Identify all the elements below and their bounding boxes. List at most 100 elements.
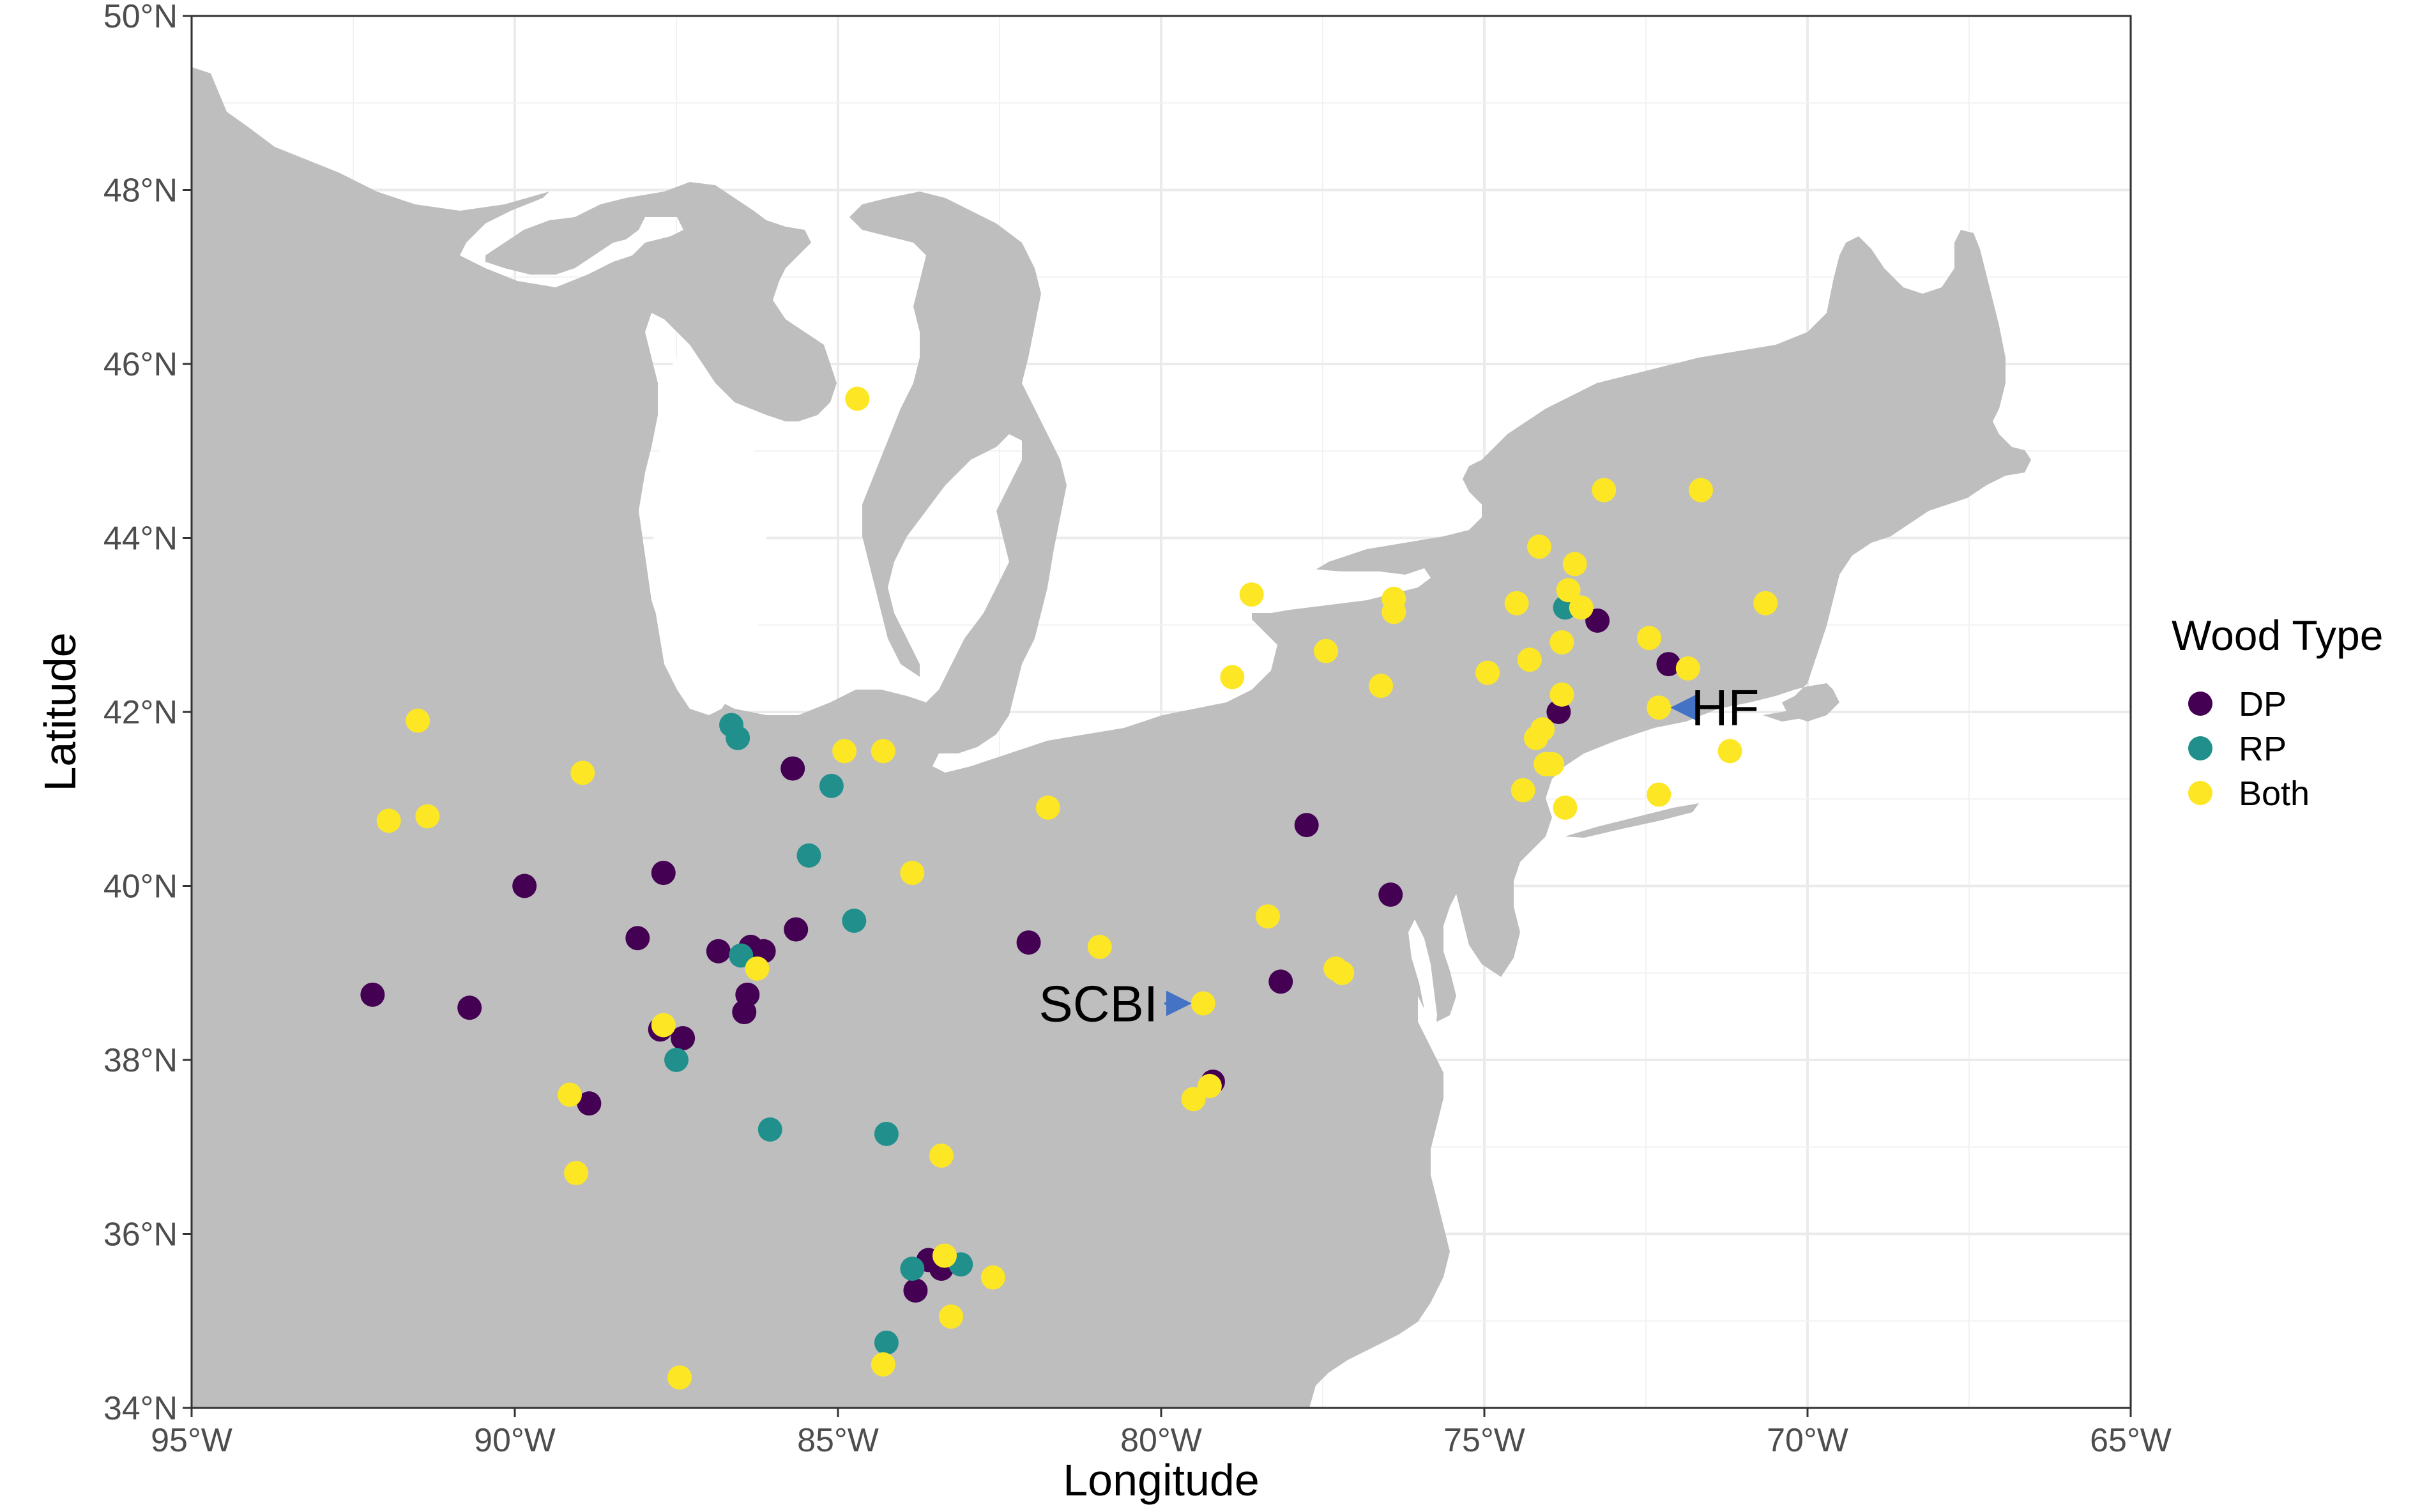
site-point-both [871,1352,895,1377]
site-point-both [406,708,430,733]
site-point-both [1527,534,1552,559]
site-point-rp [726,725,750,750]
site-point-dp [457,995,482,1020]
site-point-rp [874,1121,899,1146]
y-tick-label: 44°N [103,520,178,557]
site-point-both [900,861,925,886]
site-point-both [1475,660,1500,685]
x-tick-label: 85°W [797,1422,879,1459]
annotation-label-scbi: SCBI [1039,975,1158,1032]
y-tick-label: 42°N [103,694,178,731]
x-tick-label: 90°W [474,1422,556,1459]
site-point-dp [1294,813,1319,838]
site-point-both [1382,600,1406,624]
legend-entries: DP RP Both [2188,685,2310,813]
site-point-rp [842,909,867,933]
chesapeake-bay [1408,919,1437,1041]
site-point-both [1647,782,1671,807]
y-tick-label: 38°N [103,1042,178,1079]
site-point-rp [757,1117,782,1142]
x-tick-label: 75°W [1443,1422,1525,1459]
site-point-both [1191,991,1215,1016]
site-point-both [1675,656,1700,681]
site-point-both [1540,752,1565,776]
site-point-dp [671,1025,696,1050]
site-point-dp [651,861,676,886]
site-point-both [564,1161,589,1186]
site-point-rp [729,943,754,968]
y-tick-label: 50°N [103,0,178,35]
site-point-dp [706,939,731,964]
long-island [1565,803,1699,838]
lake-ontario [1233,568,1431,613]
site-point-both [1647,695,1671,720]
site-point-both [1035,795,1060,820]
site-point-both [1569,595,1594,620]
y-tick-label: 46°N [103,346,178,383]
site-point-rp [664,1048,689,1072]
site-point-both [1717,739,1742,764]
site-point-both [929,1143,954,1168]
site-point-both [1689,478,1714,503]
site-point-both [1239,582,1264,607]
site-point-both [832,739,857,764]
site-point-both [1220,665,1245,690]
site-point-rp [796,843,821,868]
site-point-dp [1585,608,1610,633]
site-point-both [651,1013,676,1038]
site-point-both [1255,904,1280,929]
site-point-both [939,1304,964,1329]
site-point-dp [784,917,809,942]
site-point-both [1753,591,1778,616]
axis-ticks: 95°W 90°W 85°W 80°W 75°W 70°W 65°W 34°N 36°N 38°N… [103,0,2172,1459]
site-point-both [415,804,440,829]
site-point-dp [512,873,537,898]
site-point-both [1637,626,1662,651]
legend-label-dp: DP [2239,685,2287,723]
site-point-dp [625,926,650,951]
legend-label-rp: RP [2239,730,2287,768]
site-point-dp [1378,882,1403,907]
y-tick-label: 34°N [103,1390,178,1427]
site-point-both [980,1265,1005,1290]
y-tick-label: 40°N [103,868,178,905]
site-point-dp [577,1091,602,1116]
site-point-both [667,1365,692,1390]
site-point-both [1511,778,1535,803]
y-tick-label: 48°N [103,172,178,209]
site-point-rp [819,773,844,798]
site-point-both [376,808,401,833]
site-points [360,386,1778,1390]
site-point-dp [1268,969,1293,994]
x-tick-label: 95°W [151,1422,232,1459]
site-point-dp [780,756,805,781]
site-point-both [845,386,870,411]
site-point-dp [1016,930,1041,955]
site-point-dp [903,1278,928,1303]
site-point-both [1314,639,1339,663]
legend-key-dp [2188,692,2212,716]
x-tick-label: 65°W [2090,1422,2172,1459]
x-axis-title: Longitude [1063,1455,1260,1505]
cape-cod [1763,696,1817,722]
site-point-both [1504,591,1529,616]
site-point-both [932,1243,957,1268]
y-tick-label: 36°N [103,1216,178,1253]
site-point-both [1530,717,1555,742]
site-point-dp [1656,652,1681,677]
site-point-both [1562,552,1587,577]
site-point-both [745,956,770,981]
site-point-dp [360,982,385,1007]
site-point-rp [874,1330,899,1355]
land-mass [192,67,2031,1408]
legend-label-both: Both [2239,775,2310,813]
site-point-both [1197,1073,1222,1098]
site-point-both [1549,630,1574,654]
site-point-both [1553,795,1578,820]
site-point-both [1181,1087,1206,1112]
site-point-both [1369,674,1394,699]
site-point-both [1592,478,1617,503]
x-tick-label: 80°W [1120,1422,1202,1459]
site-point-both [1330,960,1355,985]
